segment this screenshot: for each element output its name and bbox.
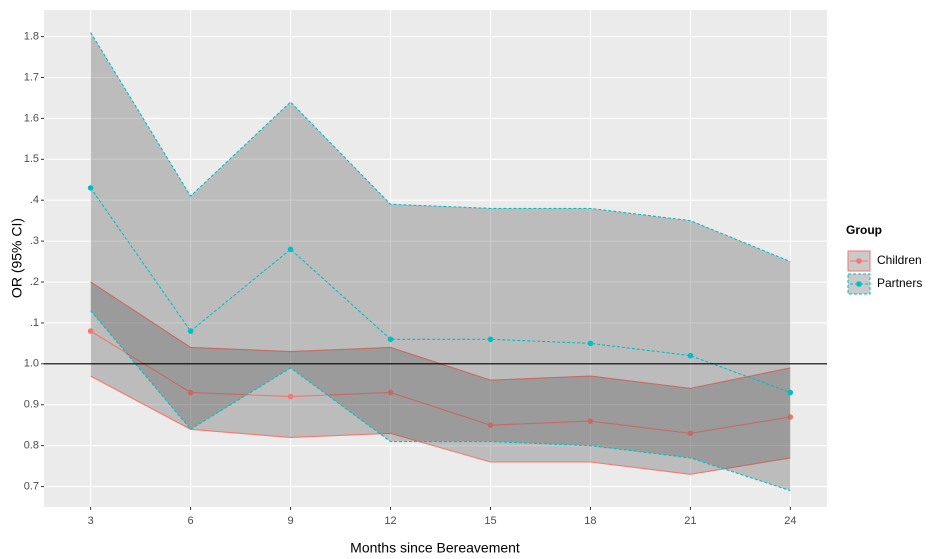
point	[387, 389, 394, 396]
point	[87, 328, 94, 334]
legend-label: Children	[877, 253, 922, 267]
grid	[44, 10, 827, 507]
point	[787, 389, 794, 396]
ribbon-edge	[90, 375, 791, 475]
ribbon	[90, 282, 791, 475]
series-line	[90, 187, 791, 393]
y-tick-label: 1.7	[24, 71, 39, 83]
y-tick-label: 1.0	[24, 358, 39, 370]
y-tick-label: .3	[30, 235, 39, 247]
legend-title: Group	[846, 223, 882, 237]
ribbon-edge	[90, 310, 791, 492]
y-tick-label: 0.9	[24, 399, 39, 411]
y-tick-label: 0.8	[24, 440, 39, 452]
point	[87, 185, 94, 191]
x-tick-label: 9	[287, 515, 293, 527]
point	[287, 246, 294, 253]
y-tick-label: 1.6	[24, 112, 39, 124]
point	[287, 393, 294, 400]
y-axis-title: OR (95% CI)	[9, 218, 25, 298]
point	[687, 352, 694, 359]
legend-key-point	[856, 281, 862, 287]
panel	[44, 10, 827, 507]
y-tick-label: .1	[30, 317, 39, 329]
legend-label: Partners	[877, 276, 922, 290]
x-tick-label: 3	[88, 515, 94, 527]
point	[387, 336, 394, 343]
ribbon	[90, 32, 791, 491]
point	[587, 418, 594, 424]
series-line	[90, 330, 791, 434]
x-tick-label: 15	[484, 515, 496, 527]
point	[187, 328, 194, 334]
y-tick-label: .2	[30, 276, 39, 288]
y-tick-label: 1.8	[24, 30, 39, 42]
point	[587, 340, 594, 347]
x-tick-label: 12	[384, 515, 396, 527]
x-tick-label: 21	[684, 515, 696, 527]
y-tick-label: .4	[30, 194, 39, 206]
y-tick-label: 1.5	[24, 153, 39, 165]
point	[487, 336, 494, 343]
point	[687, 430, 694, 437]
point	[787, 414, 794, 420]
x-axis-title: Months since Bereavement	[350, 540, 520, 556]
point	[187, 389, 194, 396]
point	[487, 422, 494, 428]
y-tick-label: 0.7	[24, 480, 39, 492]
x-tick-label: 18	[584, 515, 596, 527]
ribbon-edge	[90, 32, 791, 263]
x-tick-label: 6	[188, 515, 194, 527]
x-tick-label: 24	[784, 515, 796, 527]
legend-key-point	[856, 258, 862, 264]
